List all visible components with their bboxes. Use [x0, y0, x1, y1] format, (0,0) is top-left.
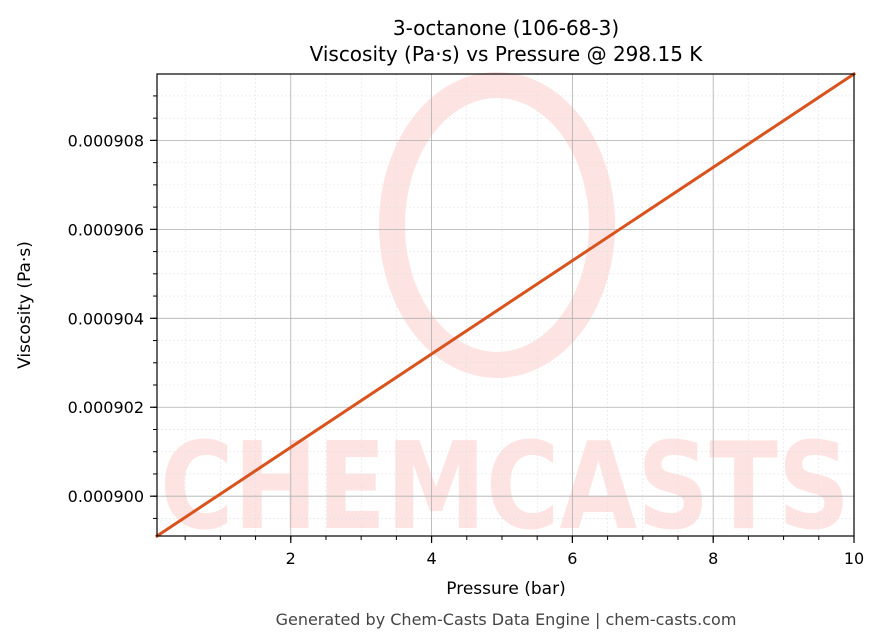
y-tick-label: 0.000908 — [68, 131, 144, 150]
y-tick-label: 0.000906 — [68, 220, 144, 239]
x-tick-label: 8 — [708, 549, 718, 568]
y-tick-label: 0.000904 — [68, 309, 144, 328]
watermark-text: CHEMCASTS — [160, 418, 850, 557]
x-tick-label: 4 — [426, 549, 436, 568]
ticks: 2 4 6 8 10 0.000900 0.000902 0.000904 0.000906 0.… — [68, 95, 864, 568]
series-layer — [154, 71, 857, 539]
grid — [157, 74, 855, 536]
y-tick-label: 0.000900 — [68, 487, 144, 506]
plot-frame — [156, 73, 855, 537]
x-tick-label: 6 — [567, 549, 577, 568]
series-line — [154, 71, 857, 539]
watermark-swirl-icon — [379, 72, 615, 378]
x-tick-label: 10 — [844, 549, 864, 568]
watermark-logo: CHEMCASTS — [160, 72, 850, 557]
footer-credit: Generated by Chem-Casts Data Engine | ch… — [276, 610, 737, 629]
chart-title-line2: Viscosity (Pa·s) vs Pressure @ 298.15 K — [310, 42, 704, 66]
y-axis-label: Viscosity (Pa·s) — [15, 241, 35, 369]
x-axis-label: Pressure (bar) — [446, 579, 565, 599]
chart-title-line1: 3-octanone (106-68-3) — [393, 16, 619, 40]
x-tick-label: 2 — [286, 549, 296, 568]
y-tick-label: 0.000902 — [68, 398, 144, 417]
